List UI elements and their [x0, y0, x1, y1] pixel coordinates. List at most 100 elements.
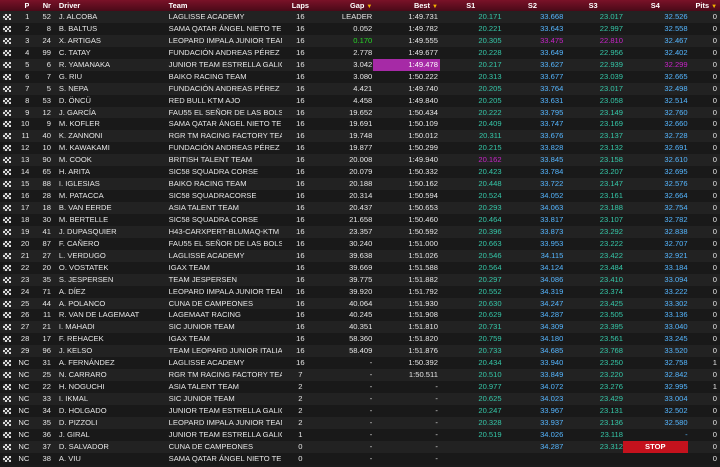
table-row[interactable]: 15 88 I. IGLESIAS BAIKO RACING TEAM 16 20.188…	[0, 178, 720, 191]
row-pits: 0	[712, 131, 718, 141]
header-s4[interactable]: S4	[650, 1, 660, 10]
row-number: 65	[42, 167, 51, 177]
row-sector-1: 20.625	[478, 394, 502, 403]
row-sector-3: 23.118	[600, 429, 624, 439]
table-row[interactable]: 23 35 S. JESPERSEN TEAM JESPERSEN 16 39.775 1:…	[0, 273, 720, 286]
header-s3[interactable]: S3	[588, 1, 598, 10]
row-sector-1: 20.519	[478, 429, 502, 439]
row-best: 1:51.810	[408, 322, 438, 332]
sort-desc-icon[interactable]: ▼	[366, 4, 373, 10]
table-row[interactable]: NC 22 H. NOGUCHI ASIA TALENT TEAM 2 - - 20.977 3…	[0, 381, 720, 393]
table-row[interactable]: 17 18 B. VAN EERDE ASIA TALENT TEAM 16 20.437…	[0, 202, 720, 214]
table-row[interactable]: 8 53 D. ÖNCÜ RED BULL KTM AJO 16 4.458 1:49.84…	[0, 94, 720, 107]
row-number: 96	[42, 346, 51, 356]
row-best: 1:49.677	[408, 47, 438, 57]
row-gap: 0.170	[353, 35, 373, 45]
header-laps[interactable]: Laps	[291, 1, 309, 10]
table-row[interactable]: NC 25 N. CARRARO RGR TM RACING FACTORY TEAM…	[0, 369, 720, 382]
row-best: 1:50.511	[408, 370, 438, 380]
header-number[interactable]: Nr	[42, 1, 51, 10]
row-number: 34	[42, 405, 51, 415]
header-s1[interactable]: S1	[466, 1, 476, 10]
table-row[interactable]: 1 52 J. ALCOBA LAGLISSE ACADEMY 16 LEADER 1:49…	[0, 11, 720, 23]
row-position: 23	[20, 274, 30, 284]
table-row[interactable]: 25 44 A. POLANCO CUNA DE CAMPEONES 16 40.064 1…	[0, 297, 720, 310]
table-row[interactable]: 20 87 F. CAÑERO FAU55 EL SEÑOR DE LAS BOLS.…	[0, 237, 720, 250]
row-team: RGR TM RACING FACTORY TEAM	[168, 131, 283, 141]
sort-desc-icon[interactable]: ▼	[711, 4, 718, 10]
table-row[interactable]: 2 8 B. BALTUS SAMA QATAR ÁNGEL NIETO TE... 1…	[0, 22, 720, 35]
row-team: FAU55 EL SEÑOR DE LAS BOLS...	[168, 107, 283, 117]
table-row[interactable]: 5 6 R. YAMANAKA JUNIOR TEAM ESTRELLA GALIC.…	[0, 58, 720, 71]
table-row[interactable]: NC 37 D. SALVADOR CUNA DE CAMPEONES 0 - - 34.28…	[0, 440, 720, 453]
row-number: 71	[42, 286, 51, 296]
row-sector-2: 34.247	[540, 298, 564, 308]
row-sector-3: 23.312	[599, 441, 624, 451]
row-pits: 0	[712, 83, 718, 93]
table-row[interactable]: 10 9 M. KOFLER SAMA QATAR ÁNGEL NIETO TE...…	[0, 118, 720, 131]
table-row[interactable]: 12 10 M. KAWAKAMI FUNDACIÓN ANDREAS PÉREZ .…	[0, 142, 720, 155]
row-sector-2: 33.849	[540, 370, 564, 380]
table-row[interactable]: 27 21 I. MAHADI SIC JUNIOR TEAM 16 40.351 1:51…	[0, 321, 720, 334]
header-s2[interactable]: S2	[527, 1, 537, 10]
table-row[interactable]: 16 28 M. PATACCA SIC58 SQUADRACORSE 16 20.314…	[0, 190, 720, 202]
row-laps: 7	[298, 370, 303, 380]
header-gap[interactable]: Gap ▼	[318, 0, 373, 11]
table-row[interactable]: 4 99 C. TATAY FUNDACIÓN ANDREAS PÉREZ ... 16…	[0, 46, 720, 59]
row-gap: 20.079	[349, 167, 373, 177]
row-best: 1:51.000	[408, 238, 438, 248]
table-row[interactable]: 11 40 K. ZANNONI RGR TM RACING FACTORY TEAM…	[0, 130, 720, 143]
table-row[interactable]: 18 30 M. BERTELLE SIC58 SQUADRA CORSE 16 21.6…	[0, 213, 720, 226]
table-row[interactable]: 29 96 J. KELSO TEAM LEOPARD JUNIOR ITALIA 16…	[0, 345, 720, 358]
row-sector-1: 20.305	[478, 35, 502, 45]
flag-cell	[0, 35, 14, 47]
flag-cell	[0, 190, 14, 202]
row-sector-4: 32.402	[664, 47, 688, 57]
row-team: LEOPARD IMPALA JUNIOR TEAM	[168, 35, 283, 45]
table-row[interactable]: 14 65 H. ARITA SIC58 SQUADRA CORSE 16 20.079 1…	[0, 166, 720, 179]
row-laps: 16	[296, 298, 305, 308]
header-team[interactable]: Team	[168, 1, 188, 10]
row-sector-1	[440, 441, 502, 453]
row-laps: 0	[298, 441, 303, 451]
table-row[interactable]: 22 20 O. VOSTATEK IGAX TEAM 16 39.669 1:51.588…	[0, 261, 720, 274]
table-row[interactable]: NC 35 D. PIZZOLI LEOPARD IMPALA JUNIOR TEAM…	[0, 416, 720, 429]
row-laps: 16	[296, 274, 305, 284]
row-number: 38	[42, 453, 51, 463]
row-pits: 1	[712, 358, 718, 368]
table-row[interactable]: 3 24 X. ARTIGAS LEOPARD IMPALA JUNIOR TEAM 1…	[0, 34, 720, 47]
table-row[interactable]: 21 27 L. VERDUGO LAGLISSE ACADEMY 16 39.638 1:…	[0, 249, 720, 262]
sort-desc-icon[interactable]: ▼	[431, 4, 438, 10]
row-team: LAGLISSE ACADEMY	[168, 250, 245, 260]
header-position[interactable]: P	[24, 1, 30, 10]
row-number: 35	[42, 417, 51, 427]
table-row[interactable]: 7 5 S. NEPA FUNDACIÓN ANDREAS PÉREZ ... 16 4.…	[0, 82, 720, 95]
table-row[interactable]: 24 71 A. DÍEZ LEOPARD IMPALA JUNIOR TEAM 16 3…	[0, 285, 720, 298]
row-laps: 16	[296, 131, 305, 141]
table-row[interactable]: 26 11 R. VAN DE LAGEMAAT LAGEMAAT RACING 16 4…	[0, 309, 720, 322]
table-row[interactable]: NC 33 I. IKMAL SIC JUNIOR TEAM 2 - - 20.625 34.0…	[0, 393, 720, 405]
header-pits[interactable]: Pits ▼	[688, 0, 720, 11]
table-row[interactable]: 9 12 J. GARCÍA FAU55 EL SEÑOR DE LAS BOLS..…	[0, 106, 720, 119]
header-driver[interactable]: Driver	[58, 1, 81, 10]
table-row[interactable]: 13 90 M. COOK BRITISH TALENT TEAM 16 20.008 1:…	[0, 154, 720, 167]
row-driver: K. ZANNONI	[58, 131, 103, 141]
row-best: 1:49.782	[408, 23, 438, 33]
table-row[interactable]: 6 7 G. RIU BAIKO RACING TEAM 16 3.080 1:50.222…	[0, 70, 720, 83]
row-sector-1: 20.759	[478, 334, 502, 344]
table-row[interactable]: NC 34 D. HOLGADO JUNIOR TEAM ESTRELLA GALIC…	[0, 404, 720, 417]
table-row[interactable]: 19 41 J. DUPASQUIER H43-CARXPERT-BLUMAQ-KTM…	[0, 225, 720, 238]
header-best[interactable]: Best ▼	[373, 0, 440, 11]
row-laps: 16	[296, 167, 305, 177]
row-team: LEOPARD IMPALA JUNIOR TEAM	[168, 417, 283, 427]
table-row[interactable]: NC 31 A. FERNÁNDEZ LAGLISSE ACADEMY 16 - 1:50.…	[0, 357, 720, 370]
row-position: 14	[20, 167, 30, 177]
table-row[interactable]: 28 17 F. REHACEK IGAX TEAM 16 58.360 1:51.820 2…	[0, 333, 720, 346]
row-gap: 39.669	[349, 262, 373, 272]
row-driver: H. NOGUCHI	[58, 382, 105, 392]
row-sector-3: 23.158	[599, 155, 624, 165]
table-row[interactable]: NC 38 A. VIU SAMA QATAR ÁNGEL NIETO TE... 0 -…	[0, 452, 720, 465]
row-position: 16	[20, 191, 30, 201]
table-row[interactable]: NC 36 J. GIRAL JUNIOR TEAM ESTRELLA GALIC..…	[0, 428, 720, 441]
row-sector-2: 34.124	[540, 262, 564, 272]
